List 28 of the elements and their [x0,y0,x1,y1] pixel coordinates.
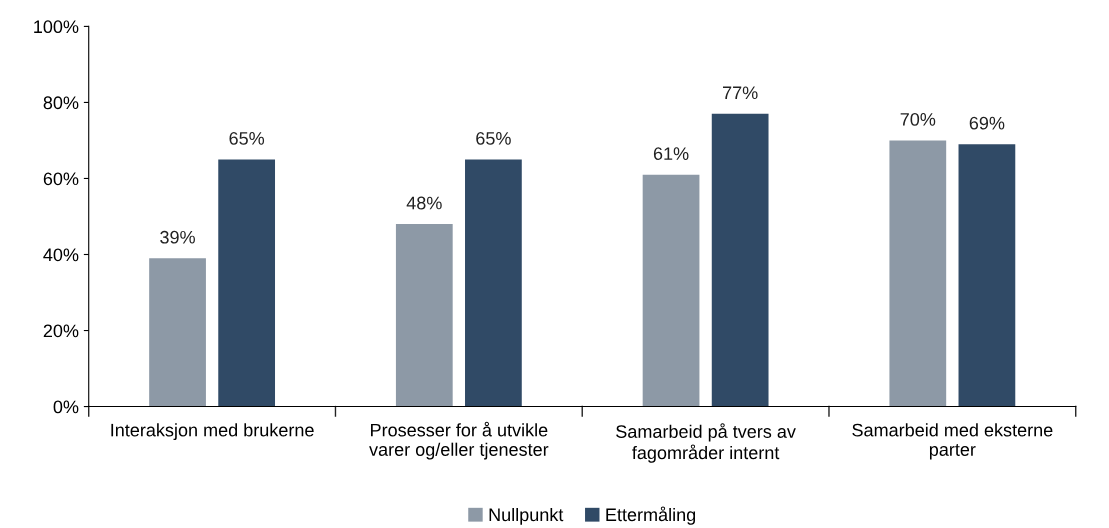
x-tick-label: Interaksjon med brukerne [111,423,314,441]
data-label: 61% [653,147,689,160]
y-tick-label: 60% [43,172,79,186]
x-tick-label: Prosesser for å utvikle varer og/eller tjenester [369,421,549,460]
legend-label: Nullpunkt [489,507,564,525]
bar [149,258,206,407]
data-label: 69% [969,116,1005,130]
y-tick-label: 100% [34,20,79,34]
x-tick-label: Samarbeid på tvers av fagområder internt [616,423,796,463]
data-label: 70% [900,112,936,126]
bar [395,224,453,407]
y-tick-label: 0% [53,400,79,414]
bar [711,113,769,407]
y-tick-label: 80% [43,96,79,110]
y-tick-label: 40% [43,248,79,262]
data-label: 39% [160,230,195,244]
bar [889,140,947,407]
bar [642,174,700,407]
data-label: 65% [229,131,265,145]
x-tick-label: Samarbeid med eksterne parter [852,423,1053,460]
bar [958,144,1016,407]
legend-label: Ettermåling [606,506,696,525]
bar [465,159,522,407]
bar [218,159,276,407]
data-label: 48% [406,196,442,210]
data-label: 65% [476,131,511,145]
data-label: 77% [723,86,758,100]
y-tick-label: 20% [43,324,79,338]
